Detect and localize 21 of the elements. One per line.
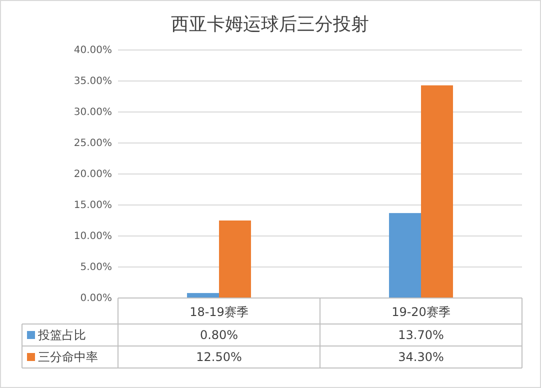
bar xyxy=(219,220,251,298)
chart-title: 西亚卡姆运球后三分投射 xyxy=(171,14,369,35)
y-tick-label: 15.00% xyxy=(74,200,112,212)
y-tick-label: 20.00% xyxy=(74,169,112,180)
legend-label: 三分命中率 xyxy=(38,350,98,364)
y-tick-label: 40.00% xyxy=(74,45,112,56)
data-label: 13.70% xyxy=(398,328,444,342)
y-tick-label: 5.00% xyxy=(80,262,112,274)
data-label: 12.50% xyxy=(196,350,242,364)
bar xyxy=(389,213,422,298)
data-label: 34.30% xyxy=(398,350,444,364)
legend-label: 投篮占比 xyxy=(37,328,86,342)
bar xyxy=(421,85,453,298)
y-tick-label: 35.00% xyxy=(74,76,112,88)
x-tick-label: 19-20赛季 xyxy=(392,305,450,319)
y-tick-label: 25.00% xyxy=(74,138,112,150)
y-tick-label: 0.00% xyxy=(80,293,112,304)
data-label: 0.80% xyxy=(200,328,238,342)
y-tick-label: 30.00% xyxy=(74,107,112,118)
x-tick-label: 18-19赛季 xyxy=(190,305,248,319)
y-tick-label: 10.00% xyxy=(74,231,112,242)
